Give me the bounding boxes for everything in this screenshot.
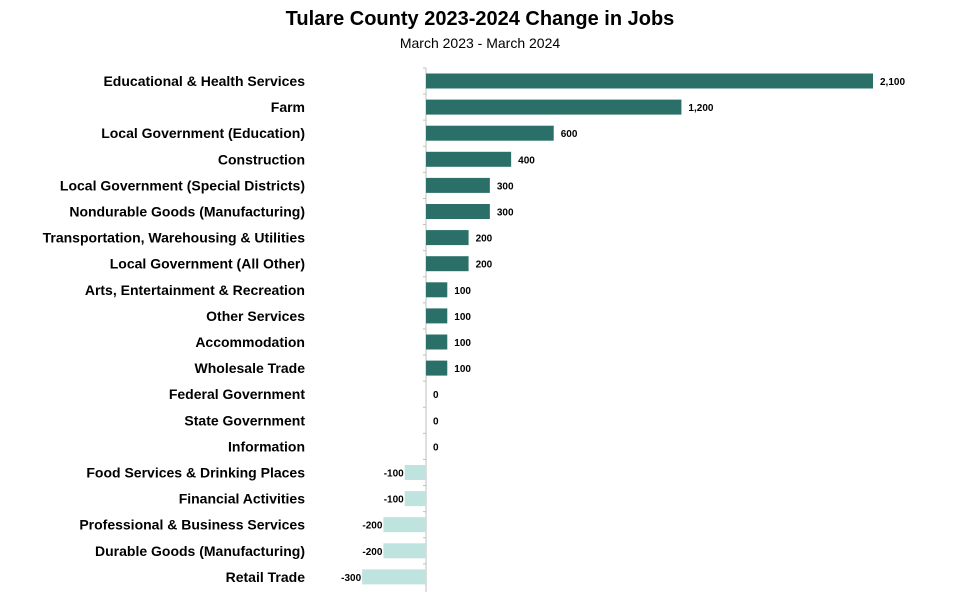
category-label: Arts, Entertainment & Recreation — [85, 282, 305, 298]
data-label: -300 — [341, 573, 361, 584]
category-label: Accommodation — [195, 334, 305, 350]
category-label: Financial Activities — [179, 491, 306, 507]
category-label: State Government — [184, 412, 305, 428]
category-label: Local Government (Education) — [101, 125, 305, 141]
category-label: Wholesale Trade — [195, 360, 306, 376]
bar — [426, 230, 469, 246]
data-label: 0 — [433, 442, 439, 453]
bar — [383, 543, 426, 559]
bar — [362, 569, 426, 585]
category-label: Construction — [218, 151, 305, 167]
chart-subtitle: March 2023 - March 2024 — [399, 35, 561, 51]
category-label: Durable Goods (Manufacturing) — [95, 543, 305, 559]
data-label: 0 — [433, 416, 439, 427]
data-label: 200 — [476, 260, 493, 271]
bar — [426, 256, 469, 272]
bar — [426, 125, 554, 141]
bar — [404, 491, 426, 507]
bar — [426, 282, 448, 298]
bar — [426, 73, 873, 89]
category-label: Professional & Business Services — [79, 517, 305, 533]
category-label: Federal Government — [169, 386, 305, 402]
bar — [383, 517, 426, 533]
category-label: Information — [228, 438, 305, 454]
category-label: Nondurable Goods (Manufacturing) — [69, 204, 305, 220]
category-label: Retail Trade — [226, 569, 306, 585]
data-label: 100 — [454, 286, 471, 297]
data-label: 100 — [454, 338, 471, 349]
category-label: Other Services — [206, 308, 305, 324]
bar — [404, 465, 426, 480]
bar — [426, 151, 512, 167]
category-label: Local Government (Special Districts) — [60, 177, 305, 193]
data-label: -100 — [384, 469, 404, 480]
data-label: 100 — [454, 364, 471, 375]
data-label: 400 — [518, 155, 535, 166]
data-label: 300 — [497, 208, 514, 219]
data-label: -100 — [384, 495, 404, 506]
bar — [426, 334, 448, 350]
bar — [426, 360, 448, 376]
data-label: 0 — [433, 390, 439, 401]
data-label: -200 — [362, 547, 382, 558]
bar — [426, 99, 682, 115]
data-label: 600 — [561, 129, 578, 140]
data-label: 200 — [476, 234, 493, 245]
data-label: -200 — [362, 521, 382, 532]
bar — [426, 308, 448, 324]
data-label: 1,200 — [688, 103, 713, 114]
data-label: 2,100 — [880, 77, 905, 88]
category-label: Educational & Health Services — [103, 73, 305, 89]
bar — [426, 204, 490, 219]
bar — [426, 177, 490, 193]
data-label: 100 — [454, 312, 471, 323]
data-label: 300 — [497, 181, 514, 192]
category-label: Transportation, Warehousing & Utilities — [43, 230, 306, 246]
category-label: Food Services & Drinking Places — [86, 465, 305, 481]
category-label: Local Government (All Other) — [110, 256, 305, 272]
category-label: Farm — [271, 99, 305, 115]
chart-title: Tulare County 2023-2024 Change in Jobs — [285, 8, 675, 30]
